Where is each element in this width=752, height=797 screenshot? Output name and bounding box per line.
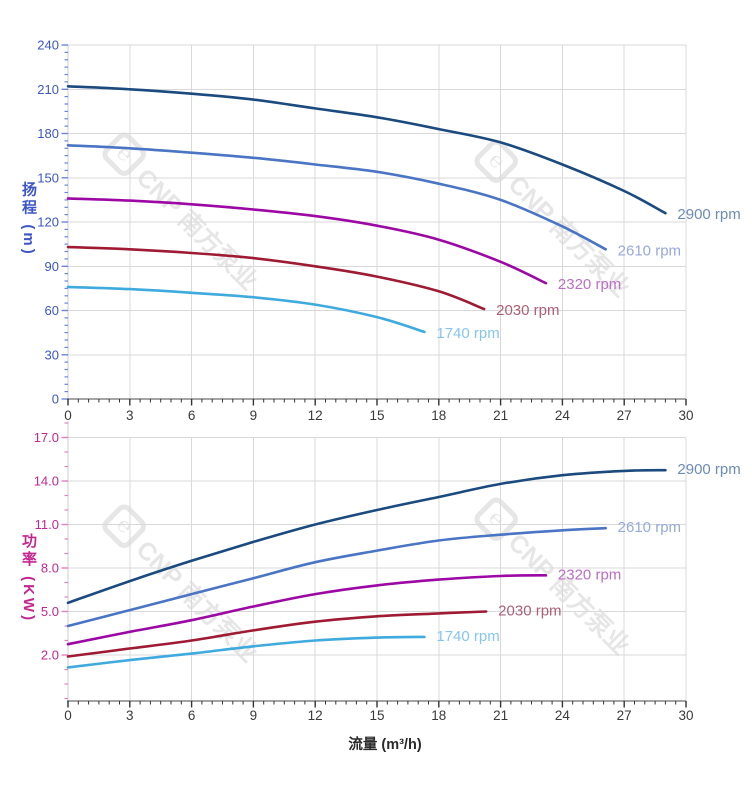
y-tick-label: 210 bbox=[37, 82, 59, 97]
curve-2900-rpm[interactable] bbox=[66, 468, 667, 605]
curve-2610-rpm[interactable] bbox=[66, 526, 607, 628]
curve-2320-rpm[interactable] bbox=[66, 197, 548, 285]
curve-label-2610-rpm: 2610 rpm bbox=[618, 242, 681, 259]
curve-2030-rpm[interactable] bbox=[66, 610, 488, 658]
x-tick-label: 0 bbox=[64, 708, 72, 723]
x-tick-label: 0 bbox=[64, 408, 72, 423]
x-tick-label: 18 bbox=[431, 708, 446, 723]
curve-label-2610-rpm: 2610 rpm bbox=[618, 519, 681, 536]
y-tick-label: 240 bbox=[37, 38, 59, 53]
curve-label-2030-rpm: 2030 rpm bbox=[496, 302, 559, 319]
y-tick-label: 180 bbox=[37, 126, 59, 141]
x-tick-label: 27 bbox=[617, 408, 632, 423]
y-tick-label: 2.0 bbox=[41, 648, 59, 663]
x-tick-label: 27 bbox=[617, 708, 632, 723]
curve-2610-rpm[interactable] bbox=[66, 144, 607, 251]
y-tick-label: 120 bbox=[37, 215, 59, 230]
y-tick-label: 17.0 bbox=[34, 430, 59, 445]
x-tick-label: 30 bbox=[678, 708, 693, 723]
curve-1740-rpm[interactable] bbox=[66, 635, 426, 669]
x-tick-label: 15 bbox=[369, 708, 384, 723]
power-axis-title: 功率 (KW) bbox=[20, 532, 37, 624]
y-tick-label: 150 bbox=[37, 170, 59, 185]
y-tick-label: 5.0 bbox=[41, 604, 59, 619]
y-tick-label: 30 bbox=[45, 347, 59, 362]
y-tick-label: 60 bbox=[45, 303, 59, 318]
x-tick-label: 6 bbox=[188, 408, 196, 423]
x-tick-label: 21 bbox=[493, 408, 508, 423]
y-tick-label: 14.0 bbox=[34, 474, 59, 489]
x-tick-label: 12 bbox=[308, 408, 323, 423]
curve-label-2320-rpm: 2320 rpm bbox=[558, 566, 621, 583]
x-tick-label: 18 bbox=[431, 408, 446, 423]
x-tick-label: 24 bbox=[555, 708, 571, 723]
curve-label-1740-rpm: 1740 rpm bbox=[436, 325, 499, 342]
curve-2320-rpm[interactable] bbox=[66, 574, 548, 646]
x-tick-label: 30 bbox=[678, 408, 693, 423]
curve-label-2900-rpm: 2900 rpm bbox=[677, 461, 740, 478]
curve-label-2900-rpm: 2900 rpm bbox=[677, 206, 740, 223]
head-axis-title: 扬程 (m) bbox=[20, 181, 37, 257]
x-tick-label: 24 bbox=[555, 408, 571, 423]
x-tick-label: 9 bbox=[250, 708, 258, 723]
x-tick-label: 12 bbox=[308, 708, 323, 723]
y-tick-label: 11.0 bbox=[35, 517, 59, 532]
curve-label-1740-rpm: 1740 rpm bbox=[436, 628, 499, 645]
x-tick-label: 15 bbox=[369, 408, 384, 423]
x-tick-label: 21 bbox=[493, 708, 508, 723]
x-tick-label: 6 bbox=[188, 708, 196, 723]
y-tick-label: 0 bbox=[52, 392, 59, 407]
x-tick-label: 3 bbox=[126, 408, 134, 423]
flow-axis-title: 流量 (m³/h) bbox=[348, 737, 422, 753]
y-tick-label: 8.0 bbox=[41, 561, 59, 576]
x-tick-label: 3 bbox=[126, 708, 134, 723]
curve-label-2320-rpm: 2320 rpm bbox=[558, 276, 621, 293]
curve-2030-rpm[interactable] bbox=[66, 245, 486, 311]
curve-1740-rpm[interactable] bbox=[66, 285, 426, 334]
curve-2900-rpm[interactable] bbox=[66, 85, 667, 215]
y-tick-label: 90 bbox=[45, 259, 59, 274]
curve-label-2030-rpm: 2030 rpm bbox=[498, 603, 561, 620]
x-tick-label: 9 bbox=[250, 408, 258, 423]
